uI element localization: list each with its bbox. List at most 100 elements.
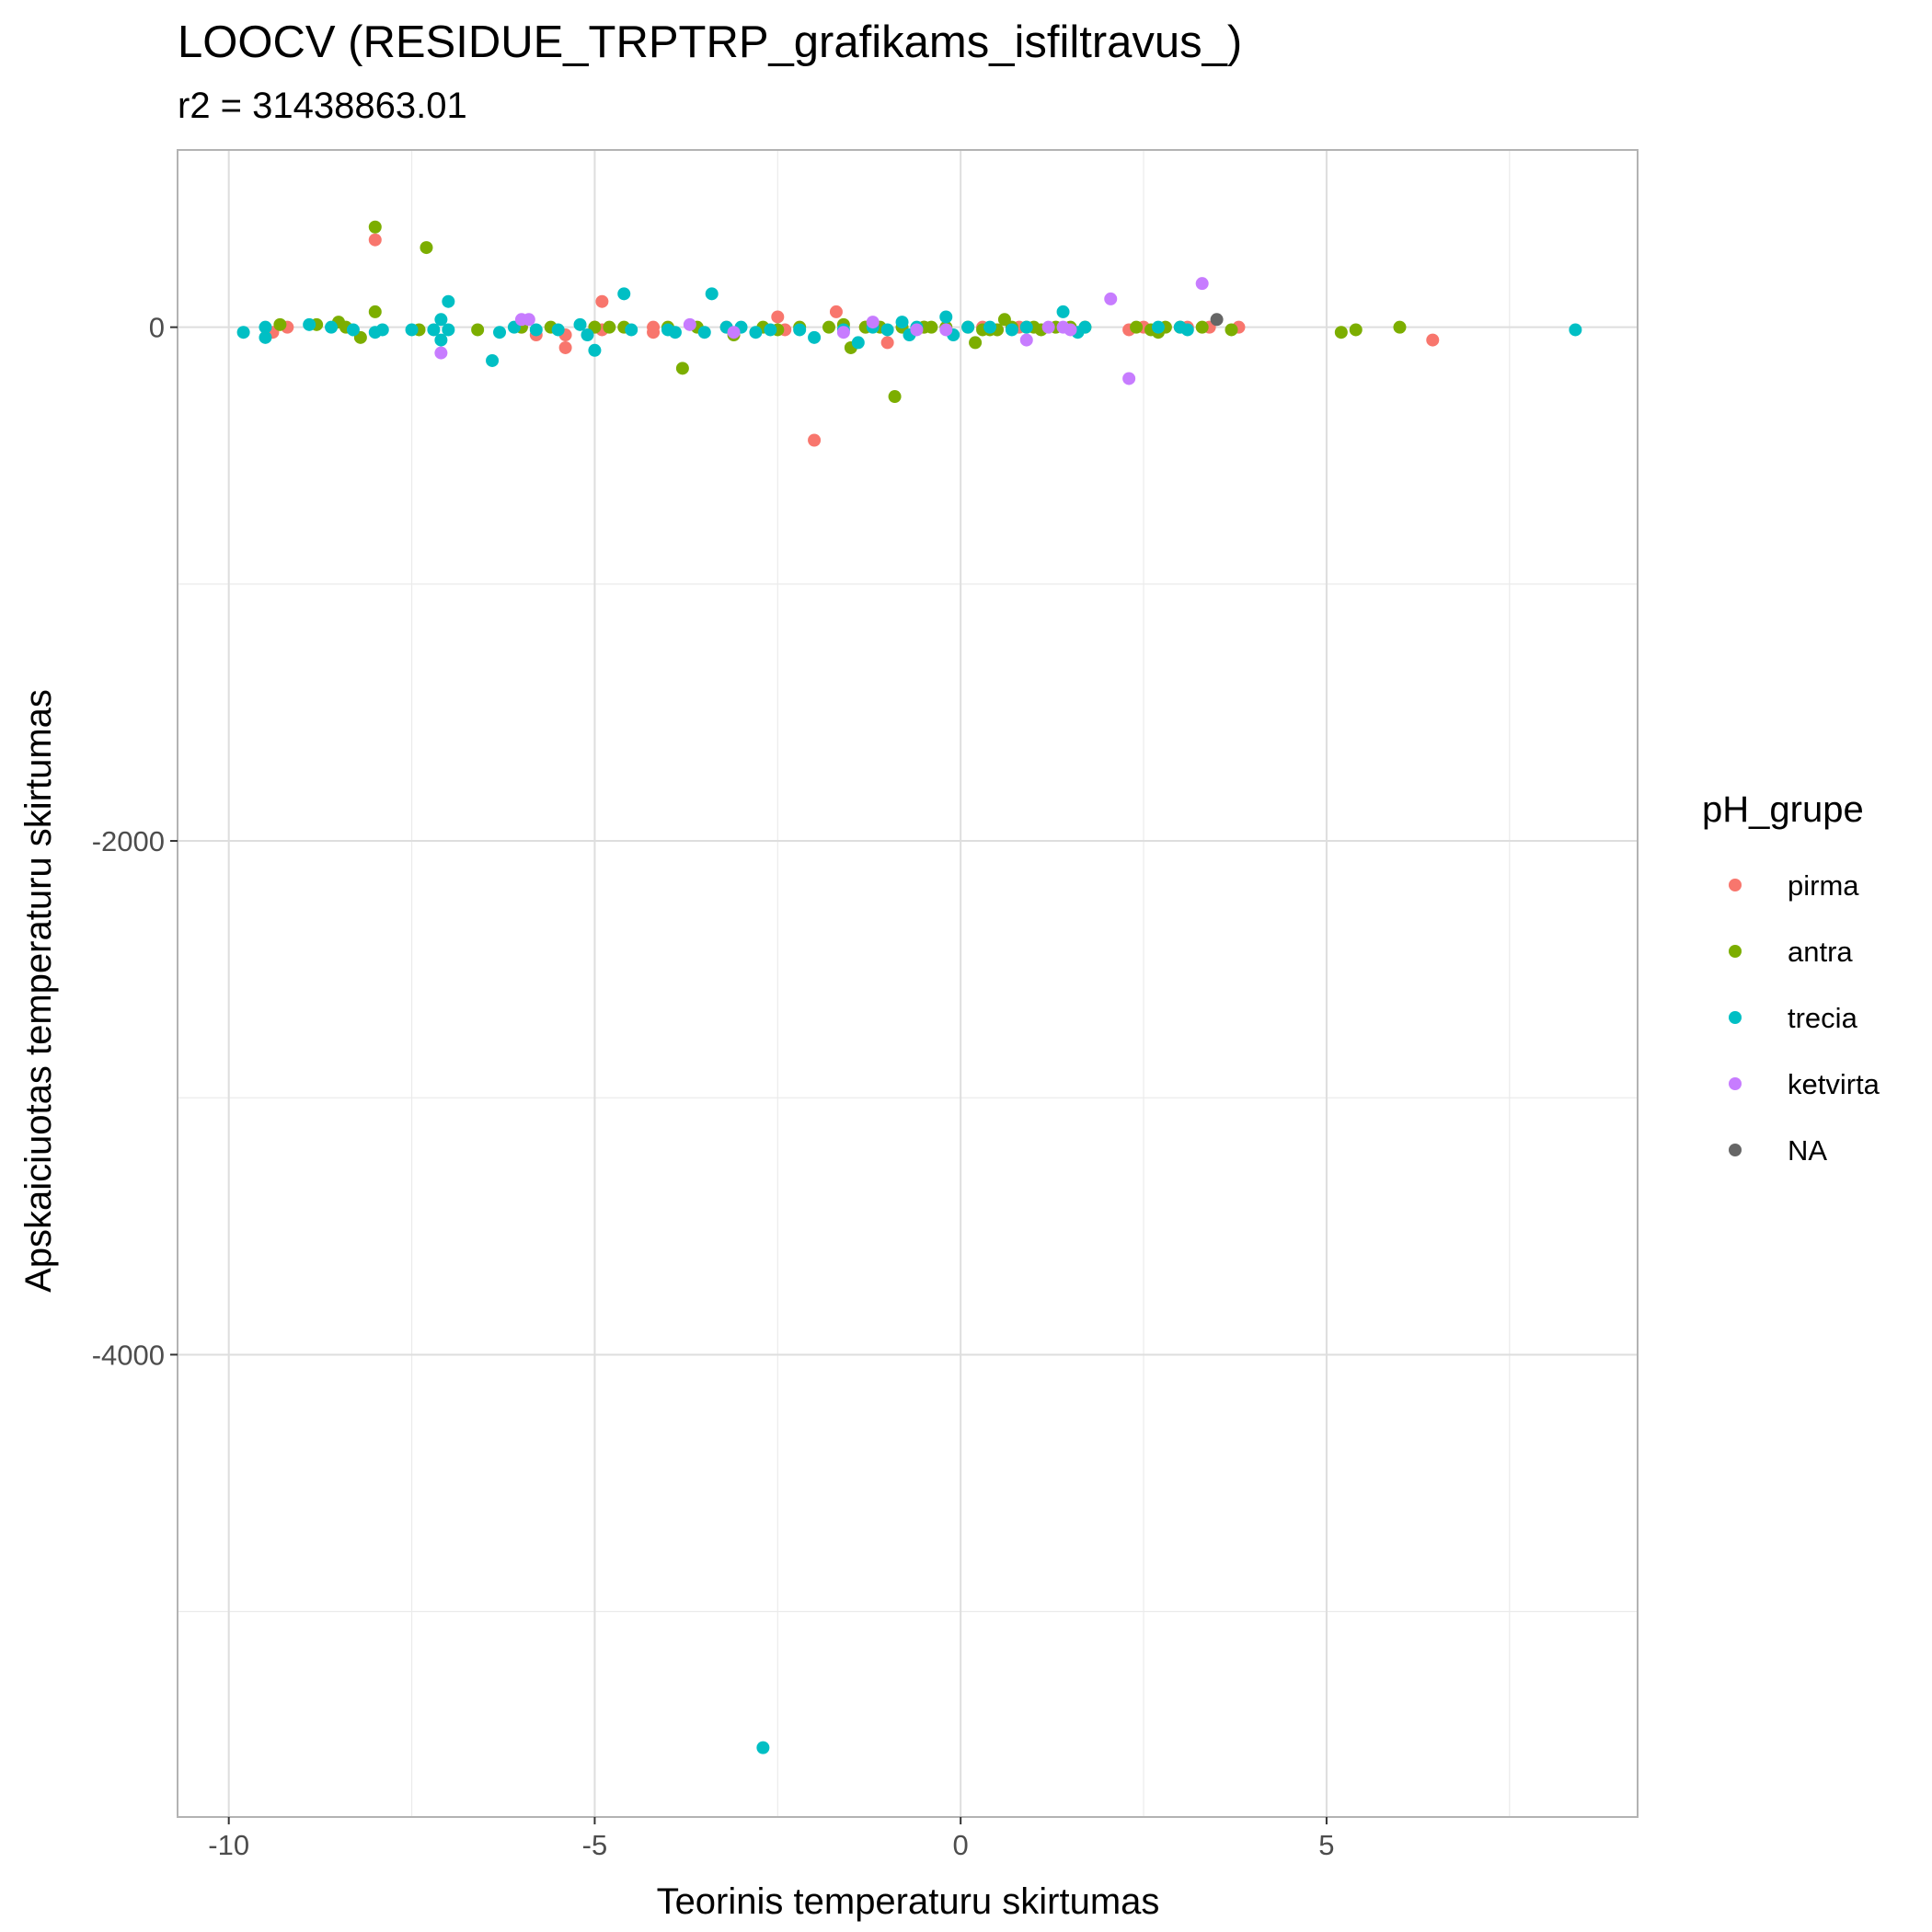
data-point-trecia (697, 326, 711, 339)
data-point-trecia (668, 326, 682, 339)
data-point-trecia (1180, 323, 1194, 337)
data-point-trecia (793, 323, 807, 337)
data-point-trecia (705, 287, 719, 301)
data-point-trecia (808, 330, 822, 344)
legend-title: pH_grupe (1702, 789, 1864, 830)
data-point-antra (471, 323, 485, 337)
data-point-trecia (1569, 323, 1582, 337)
data-point-trecia (529, 323, 543, 337)
data-point-antra (1349, 323, 1363, 337)
data-point-trecia (764, 323, 777, 337)
data-point-pirma (829, 305, 843, 318)
data-point-antra (368, 305, 382, 318)
legend-key-antra (1729, 945, 1742, 958)
legend-key-ketvirta (1729, 1077, 1742, 1090)
x-axis-title: Teorinis temperaturu skirtumas (657, 1881, 1160, 1922)
data-point-trecia (325, 320, 339, 334)
data-point-trecia (983, 320, 996, 334)
data-point-pirma (808, 433, 822, 447)
data-point-trecia (625, 323, 638, 337)
data-point-trecia (895, 316, 909, 329)
data-point-trecia (756, 1741, 770, 1754)
legend-label-trecia: trecia (1788, 1002, 1858, 1034)
y-tick-label: 0 (149, 312, 165, 344)
data-point-trecia (581, 328, 594, 342)
y-axis-ticks: -4000 -2000 0 (92, 312, 178, 1371)
data-points (236, 220, 1582, 1754)
data-point-trecia (939, 310, 953, 324)
x-tick-label: 0 (953, 1829, 969, 1861)
data-point-trecia (880, 323, 894, 337)
data-point-trecia (617, 287, 631, 301)
data-point-antra (1130, 320, 1144, 334)
data-point-antra (1225, 323, 1238, 337)
legend-key-trecia (1729, 1011, 1742, 1024)
data-point-trecia (405, 323, 419, 337)
data-point-trecia (961, 320, 975, 334)
data-point-na (1210, 313, 1224, 327)
data-point-ketvirta (1104, 292, 1118, 305)
data-point-pirma (771, 310, 785, 324)
data-point-trecia (1151, 320, 1165, 334)
data-point-ketvirta (1195, 277, 1209, 291)
data-point-pirma (368, 233, 382, 247)
data-point-trecia (851, 336, 865, 350)
y-axis-title: Apskaiciuotas temperaturu skirtumas (18, 689, 59, 1293)
data-point-trecia (434, 333, 448, 347)
data-point-pirma (1426, 333, 1440, 347)
data-point-trecia (486, 353, 500, 367)
data-point-trecia (1005, 323, 1018, 337)
data-point-trecia (303, 317, 316, 331)
x-tick-label: -5 (582, 1829, 608, 1861)
plot-panel-border (177, 149, 1639, 1818)
data-point-antra (925, 320, 938, 334)
data-point-ketvirta (1041, 320, 1055, 334)
x-axis-ticks: -10 -5 0 5 (208, 1817, 1335, 1861)
data-point-pirma (880, 336, 894, 350)
chart-title: LOOCV (RESIDUE_TRPTRP_grafikams_isfiltra… (178, 17, 1242, 67)
data-point-trecia (573, 317, 587, 331)
data-point-ketvirta (727, 326, 741, 339)
x-tick-label: -10 (208, 1829, 249, 1861)
data-point-pirma (647, 326, 661, 339)
data-point-pirma (558, 340, 572, 354)
data-point-trecia (1056, 305, 1070, 318)
legend-label-ketvirta: ketvirta (1788, 1068, 1880, 1100)
data-point-ketvirta (1064, 323, 1077, 337)
data-point-ketvirta (1019, 333, 1033, 347)
chart-subtitle: r2 = 31438863.01 (178, 86, 467, 126)
legend-label-na: NA (1788, 1134, 1827, 1167)
data-point-antra (1334, 326, 1348, 339)
x-tick-label: 5 (1318, 1829, 1334, 1861)
legend-items: pirma antra trecia ketvirta NA (1729, 869, 1880, 1167)
legend-key-pirma (1729, 879, 1742, 891)
data-point-trecia (259, 320, 272, 334)
legend-key-na (1729, 1144, 1742, 1156)
data-point-antra (273, 317, 287, 331)
data-point-trecia (551, 323, 565, 337)
data-point-trecia (1019, 320, 1033, 334)
data-point-ketvirta (939, 323, 953, 337)
data-point-trecia (259, 330, 272, 344)
data-point-trecia (375, 323, 389, 337)
data-point-trecia (427, 323, 441, 337)
data-point-ketvirta (866, 316, 880, 329)
legend-label-pirma: pirma (1788, 869, 1859, 902)
data-point-ketvirta (1122, 372, 1136, 385)
data-point-trecia (442, 294, 455, 308)
data-point-antra (969, 336, 983, 350)
y-tick-label: -4000 (92, 1339, 165, 1371)
data-point-antra (603, 320, 616, 334)
minor-gridlines (178, 150, 1638, 1817)
data-point-trecia (434, 313, 448, 327)
legend-label-antra: antra (1788, 936, 1853, 968)
data-point-trecia (749, 326, 763, 339)
data-point-antra (822, 320, 835, 334)
data-point-trecia (493, 326, 507, 339)
data-point-antra (1393, 320, 1407, 334)
data-point-ketvirta (434, 346, 448, 360)
data-point-pirma (595, 294, 609, 308)
data-point-ketvirta (836, 326, 850, 339)
data-point-antra (368, 220, 382, 234)
